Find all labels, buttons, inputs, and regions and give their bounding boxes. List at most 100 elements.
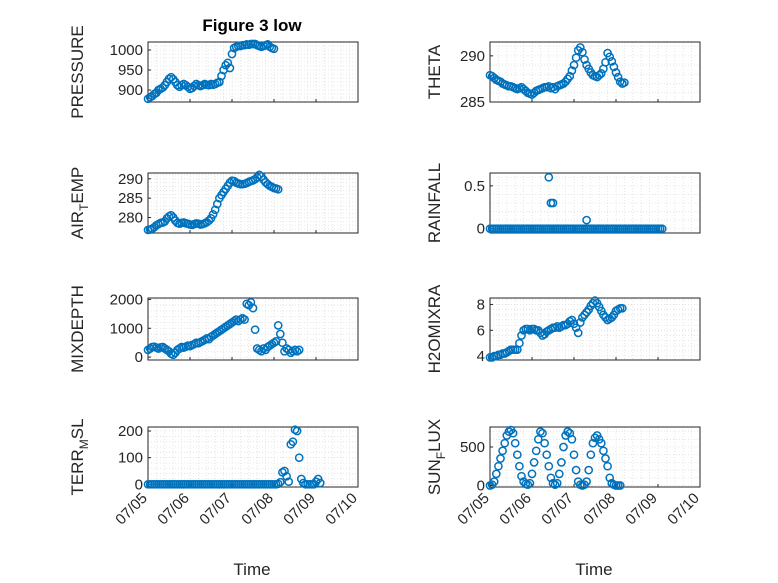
data-point [278, 338, 287, 348]
y-axis-label: MIXDEPTH [68, 285, 87, 373]
data-point [145, 344, 155, 353]
data-point [559, 442, 568, 452]
data-point [620, 78, 629, 87]
y-tick-label: 2000 [110, 291, 143, 308]
y-axis-label-main: PRESSURE [68, 25, 87, 119]
x-axis-label-right: Time [575, 560, 612, 579]
data-point [552, 478, 562, 488]
data-point [158, 83, 168, 92]
data-points [143, 297, 304, 360]
y-tick-label: 285 [460, 94, 485, 111]
data-point [273, 184, 283, 194]
y-tick-label: 500 [460, 439, 485, 456]
data-point [609, 62, 619, 72]
data-point [273, 479, 283, 489]
data-point [168, 350, 178, 360]
axes-box [489, 426, 701, 488]
data-point [596, 438, 606, 448]
y-axis-label-subscript: T [77, 203, 91, 211]
data-point [657, 224, 667, 234]
data-point [275, 329, 285, 339]
data-point [594, 70, 604, 80]
y-tick-label: 1000 [110, 320, 143, 337]
data-point [280, 466, 289, 476]
data-point [546, 473, 556, 483]
data-points [485, 43, 629, 99]
data-points [485, 172, 667, 234]
data-point [607, 57, 617, 66]
y-tick-label: 100 [118, 450, 143, 467]
data-point [496, 454, 505, 463]
data-point [183, 82, 193, 92]
y-axis-label-main: SUN [425, 459, 444, 495]
data-point [223, 58, 233, 68]
data-points [485, 425, 625, 490]
y-axis-label-subscript: M [77, 439, 91, 449]
axes-box [147, 41, 359, 103]
data-point [582, 477, 591, 486]
data-point [548, 198, 558, 208]
data-point [292, 426, 302, 436]
data-point [605, 473, 615, 483]
data-point [494, 461, 503, 471]
data-point [294, 345, 304, 355]
subplot-theta: 285 290 THETA [425, 41, 701, 111]
subplot-pressure: 900 950 1000 PRESSURE [68, 25, 359, 119]
y-tick-label: 0 [477, 477, 485, 494]
data-point [542, 450, 552, 460]
data-point [613, 72, 623, 82]
data-point [515, 461, 524, 471]
data-point [567, 434, 577, 444]
data-point [250, 325, 260, 335]
y-axis-label: THETA [425, 44, 444, 99]
y-tick-label: 0.5 [464, 178, 485, 195]
data-point [315, 478, 325, 488]
data-point [269, 44, 279, 54]
y-axis-label: TERRMSL [68, 418, 91, 495]
data-point [544, 461, 554, 471]
y-tick-label: 0 [477, 221, 485, 238]
data-point [288, 437, 298, 447]
data-point [599, 446, 608, 456]
subplot-rainfall: 0 0.5 RAINFALL [425, 163, 701, 243]
data-point [294, 453, 304, 463]
data-point [548, 478, 558, 488]
data-point [517, 331, 526, 340]
y-axis-label: RAINFALL [425, 163, 444, 243]
figure-title: Figure 3 low [202, 16, 302, 35]
y-axis-label: SUNFLUX [425, 419, 448, 495]
x-axis-label-left: Time [233, 560, 270, 579]
subplot-h2omixra: 4 6 8 H2OMIXRA [425, 284, 701, 373]
y-tick-label: 8 [477, 296, 485, 313]
y-tick-label: 1000 [110, 42, 143, 59]
y-axis-label-main: MIXDEPTH [68, 285, 87, 373]
data-points [143, 170, 283, 235]
data-point [531, 446, 541, 456]
y-tick-label: 0 [135, 476, 143, 493]
y-axis-label-main: THETA [425, 44, 444, 99]
subplot-air-temp: 280 285 290 AIRTEMP [68, 167, 359, 239]
data-point [615, 481, 625, 490]
plot-area [490, 298, 700, 360]
data-point [601, 454, 610, 463]
data-point [603, 461, 612, 471]
y-tick-label: 290 [118, 171, 143, 188]
data-point [525, 478, 535, 488]
data-point [282, 471, 291, 481]
data-point [489, 477, 499, 486]
data-point [225, 63, 235, 73]
y-axis-label-tail: LUX [425, 419, 444, 452]
data-point [580, 55, 589, 64]
data-point [529, 458, 539, 467]
plot-area [148, 427, 358, 487]
data-point [554, 469, 564, 479]
data-point [586, 450, 596, 460]
data-point [575, 43, 585, 52]
data-point [273, 321, 283, 330]
data-point [538, 428, 547, 438]
data-point [240, 315, 249, 324]
data-point [512, 450, 522, 460]
axes-box [489, 297, 701, 361]
